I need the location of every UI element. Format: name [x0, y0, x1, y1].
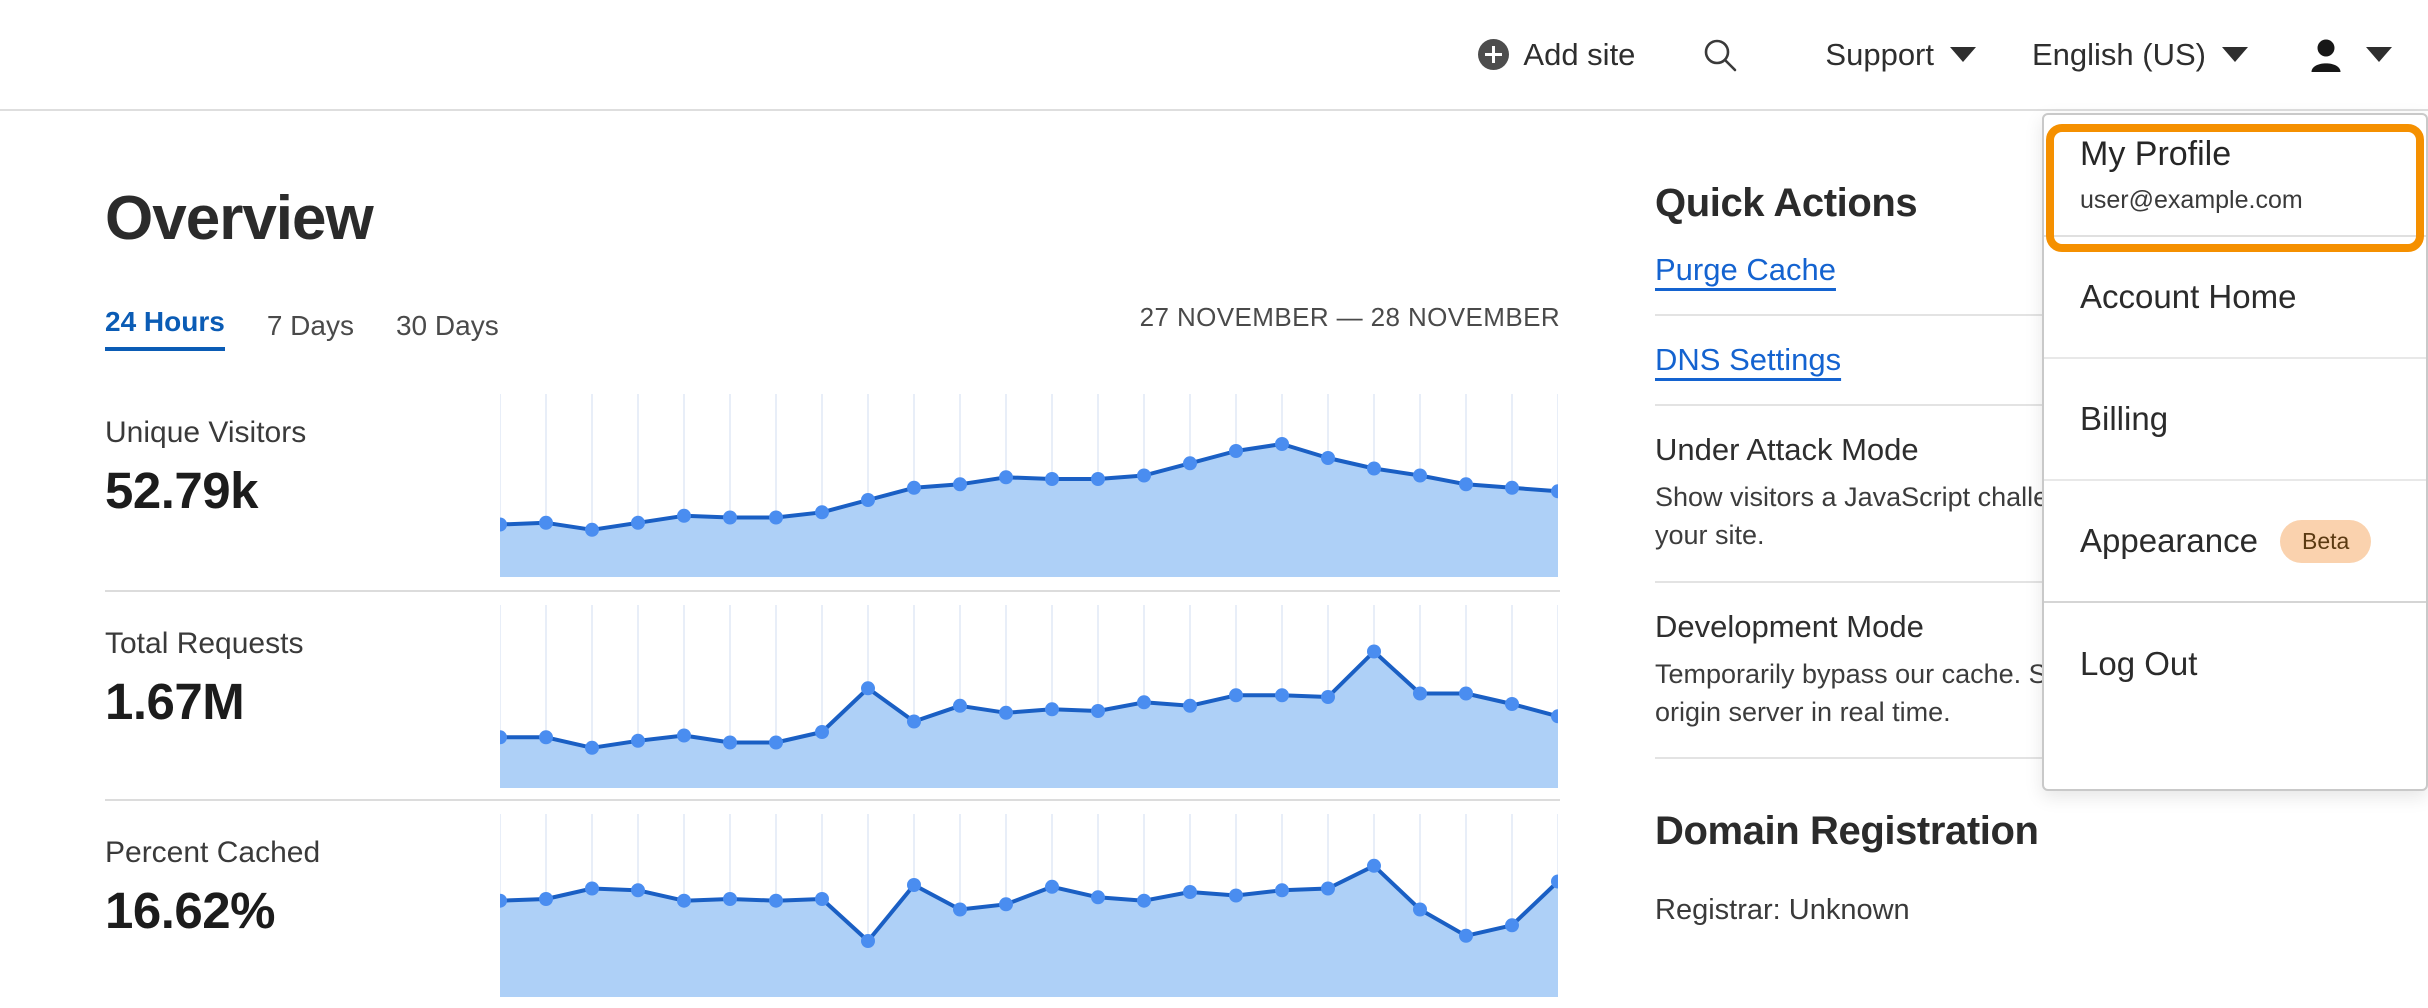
metric-row-total-requests: Total Requests 1.67M: [105, 590, 1560, 799]
dropdown-item-appearance[interactable]: Appearance Beta: [2044, 481, 2426, 603]
sparkline-percent-cached[interactable]: [500, 814, 1558, 997]
chevron-down-icon: [2222, 47, 2248, 62]
dropdown-item-my-profile[interactable]: My Profile user@example.com: [2044, 115, 2426, 237]
date-range-label: 27 NOVEMBER — 28 NOVEMBER: [1139, 302, 1560, 332]
metric-value: 52.79k: [105, 462, 259, 519]
metric-label: Unique Visitors: [105, 416, 307, 449]
account-dropdown-menu: My Profile user@example.com Account Home…: [2042, 113, 2428, 791]
dropdown-item-billing[interactable]: Billing: [2044, 359, 2426, 481]
header-actions: Add site Support English (US): [1478, 36, 2428, 74]
tab-7-days[interactable]: 7 Days: [266, 310, 354, 341]
overview-panel: Overview 24 Hours 7 Days 30 Days 27 NOVE…: [105, 111, 1560, 1008]
tab-30-days[interactable]: 30 Days: [395, 310, 499, 341]
quick-actions-title: Quick Actions: [1655, 181, 1918, 225]
tab-24-hours[interactable]: 24 Hours: [105, 306, 225, 351]
log-out-label: Log Out: [2080, 645, 2198, 682]
search-icon: [1705, 39, 1737, 71]
metrics-list: Unique Visitors 52.79k Total Requests 1.…: [105, 381, 1560, 1008]
add-site-label: Add site: [1523, 36, 1636, 72]
metric-row-unique-visitors: Unique Visitors 52.79k: [105, 381, 1560, 590]
dropdown-item-log-out[interactable]: Log Out: [2044, 603, 2426, 725]
plus-circle-icon: [1478, 39, 1510, 70]
metric-row-percent-cached: Percent Cached 16.62%: [105, 799, 1560, 1008]
metric-value: 16.62%: [105, 882, 275, 939]
support-label: Support: [1825, 36, 1934, 72]
metric-label: Total Requests: [105, 627, 304, 660]
domain-registration-title: Domain Registration: [1655, 809, 2039, 854]
quick-action-purge-cache: Purge Cache: [1655, 226, 2355, 316]
beta-badge: Beta: [2279, 519, 2372, 563]
metric-label: Percent Cached: [105, 836, 321, 869]
account-home-label: Account Home: [2080, 278, 2297, 315]
time-range-tabs: 24 Hours 7 Days 30 Days: [105, 306, 1560, 351]
avatar: [2311, 39, 2341, 72]
registrar-line: Registrar: Unknown: [1655, 894, 1910, 927]
support-menu-button[interactable]: Support: [1825, 37, 1976, 73]
page-title: Overview: [105, 184, 374, 253]
chevron-down-icon: [2366, 47, 2392, 62]
language-menu-button[interactable]: English (US): [2032, 37, 2248, 73]
purge-cache-link[interactable]: Purge Cache: [1655, 252, 1836, 287]
add-site-button[interactable]: Add site: [1478, 37, 1635, 73]
appearance-label: Appearance: [2080, 522, 2258, 559]
account-menu-button[interactable]: [2308, 36, 2392, 74]
billing-label: Billing: [2080, 400, 2169, 437]
search-button[interactable]: [1701, 36, 1739, 74]
quick-action-dns-settings: DNS Settings: [1655, 316, 2355, 406]
under-attack-mode-title: Under Attack Mode: [1655, 432, 1919, 467]
development-mode-title: Development Mode: [1655, 608, 1924, 644]
dns-settings-link[interactable]: DNS Settings: [1655, 342, 1842, 377]
my-profile-email: user@example.com: [2080, 186, 2303, 214]
top-header: Add site Support English (US): [0, 0, 2428, 111]
my-profile-label: My Profile: [2080, 135, 2232, 173]
sparkline-unique-visitors[interactable]: [500, 394, 1558, 577]
chevron-down-icon: [1950, 47, 1976, 62]
dropdown-item-account-home[interactable]: Account Home: [2044, 237, 2426, 359]
sparkline-total-requests[interactable]: [500, 605, 1558, 788]
language-label: English (US): [2032, 36, 2206, 72]
metric-value: 1.67M: [105, 673, 245, 730]
